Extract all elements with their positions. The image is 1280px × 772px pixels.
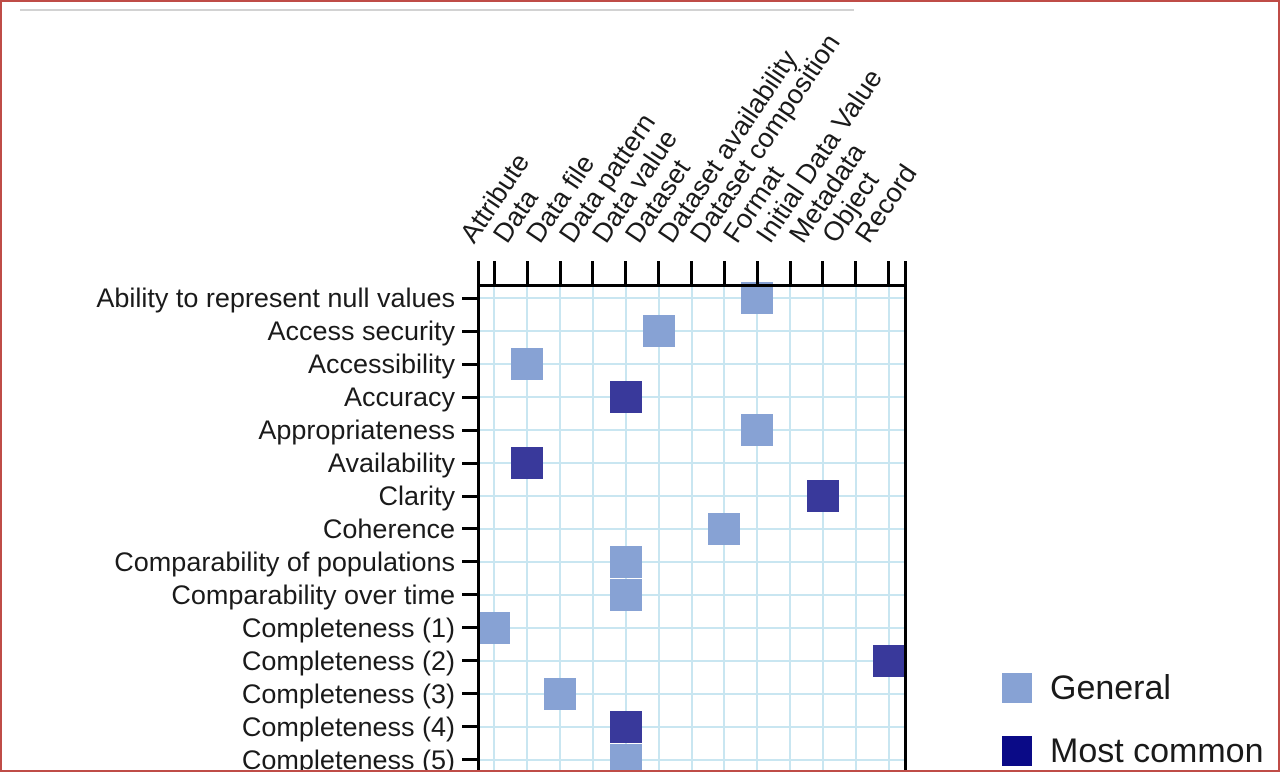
y-tick-label: Accuracy bbox=[343, 382, 455, 413]
matrix-mark bbox=[609, 710, 642, 743]
matrix-mark bbox=[708, 512, 741, 545]
grid-hline bbox=[479, 396, 904, 399]
x-tick bbox=[722, 261, 726, 285]
legend-swatch-most-common bbox=[1002, 736, 1032, 766]
y-tick-label: Comparability over time bbox=[171, 579, 455, 610]
x-tick bbox=[591, 261, 595, 285]
grid-hline bbox=[479, 560, 904, 563]
legend-item-general: General bbox=[1002, 669, 1171, 707]
grid-hline bbox=[479, 462, 904, 465]
grid-hline bbox=[479, 527, 904, 530]
grid-hline bbox=[479, 725, 904, 728]
matrix-mark bbox=[741, 282, 774, 315]
y-axis-left bbox=[476, 261, 480, 770]
y-tick bbox=[462, 626, 478, 630]
grid-hline bbox=[479, 593, 904, 596]
grid-hline bbox=[479, 429, 904, 432]
y-tick bbox=[462, 527, 478, 531]
y-tick-label: Completeness (4) bbox=[241, 711, 455, 742]
x-axis-top bbox=[476, 283, 907, 287]
y-tick-label: Coherence bbox=[322, 513, 455, 544]
matrix-mark bbox=[544, 677, 577, 710]
y-tick-label: Comparability of populations bbox=[114, 546, 455, 577]
matrix-mark bbox=[806, 480, 839, 512]
legend-item-most-common: Most common bbox=[1002, 732, 1264, 770]
matrix-mark bbox=[642, 315, 675, 348]
x-tick bbox=[558, 261, 562, 285]
y-tick-label: Availability bbox=[327, 448, 455, 479]
y-tick-label: Completeness (1) bbox=[241, 612, 455, 643]
grid-hline bbox=[479, 659, 904, 662]
y-tick bbox=[462, 692, 478, 696]
x-tick bbox=[755, 261, 759, 285]
x-tick bbox=[887, 261, 891, 285]
top-rule-line bbox=[20, 9, 854, 11]
y-tick bbox=[462, 329, 478, 333]
matrix-mark bbox=[609, 381, 642, 414]
y-tick bbox=[462, 725, 478, 729]
legend-swatch-general bbox=[1002, 673, 1032, 703]
matrix-mark bbox=[478, 611, 511, 644]
grid-hline bbox=[479, 758, 904, 761]
y-tick bbox=[462, 395, 478, 399]
x-tick bbox=[657, 261, 661, 285]
x-tick bbox=[492, 261, 496, 285]
y-axis-right bbox=[903, 261, 907, 770]
matrix-mark bbox=[741, 414, 774, 447]
x-tick bbox=[624, 261, 628, 285]
y-tick-label: Completeness (2) bbox=[241, 645, 455, 676]
y-tick bbox=[462, 461, 478, 465]
matrix-mark bbox=[609, 545, 642, 578]
x-tick bbox=[821, 261, 825, 285]
y-tick bbox=[462, 758, 478, 762]
x-tick bbox=[525, 261, 529, 285]
grid-hline bbox=[479, 626, 904, 629]
x-tick bbox=[690, 261, 693, 285]
legend-label-most-common: Most common bbox=[1050, 732, 1264, 770]
y-tick-label: Clarity bbox=[378, 481, 455, 511]
matrix-mark bbox=[872, 644, 905, 677]
y-tick-label: Accessibility bbox=[307, 349, 455, 380]
matrix-mark bbox=[609, 743, 642, 770]
y-tick bbox=[462, 494, 478, 498]
x-tick bbox=[788, 261, 792, 285]
grid-hline bbox=[479, 330, 904, 333]
grid-hline bbox=[479, 297, 904, 300]
grid-hline bbox=[479, 692, 904, 695]
matrix-mark bbox=[609, 578, 642, 611]
legend-label-general: General bbox=[1050, 669, 1171, 707]
y-tick bbox=[462, 659, 478, 663]
grid-hline bbox=[479, 495, 904, 497]
y-tick-label: Completeness (5) bbox=[241, 744, 455, 772]
x-tick bbox=[854, 261, 858, 285]
y-tick bbox=[462, 296, 478, 300]
y-tick bbox=[462, 428, 478, 432]
y-tick-label: Appropriateness bbox=[258, 415, 455, 446]
y-tick-label: Completeness (3) bbox=[241, 678, 455, 709]
matrix-mark bbox=[511, 447, 544, 480]
y-tick-label: Ability to represent null values bbox=[96, 283, 455, 314]
y-tick bbox=[462, 560, 478, 564]
y-tick bbox=[462, 593, 478, 597]
y-tick-label: Access security bbox=[267, 316, 455, 347]
y-tick bbox=[462, 362, 478, 366]
matrix-mark bbox=[511, 348, 544, 381]
grid-hline bbox=[479, 363, 904, 366]
